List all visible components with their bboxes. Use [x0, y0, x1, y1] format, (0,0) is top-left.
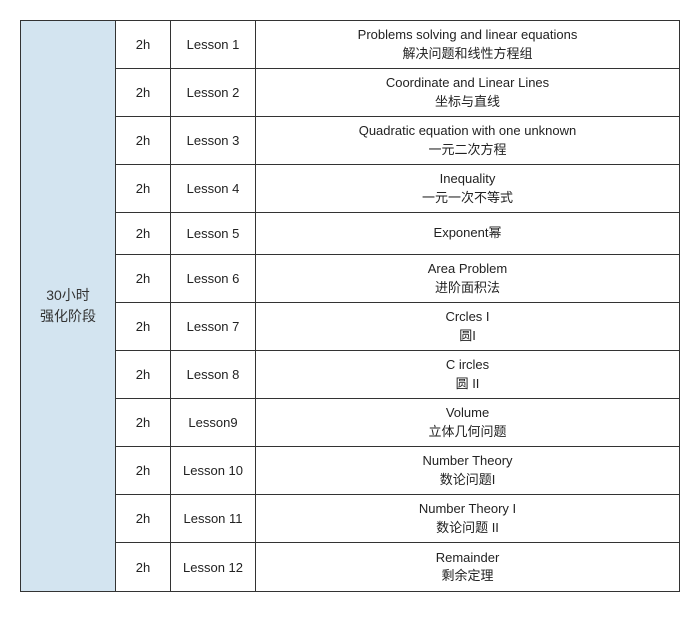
lesson-cell: Lesson 7	[171, 303, 256, 350]
topic-en: Number Theory I	[419, 500, 516, 518]
topic-zh: 一元二次方程	[428, 141, 506, 159]
duration-cell: 2h	[116, 117, 171, 164]
duration-cell: 2h	[116, 399, 171, 446]
topic-zh: 圆I	[459, 327, 476, 345]
topic-en: Quadratic equation with one unknown	[359, 122, 577, 140]
lesson-cell: Lesson 8	[171, 351, 256, 398]
stage-header: 30小时 强化阶段	[21, 21, 116, 591]
topic-cell: Remainder剩余定理	[256, 543, 679, 591]
topic-cell: Inequality一元一次不等式	[256, 165, 679, 212]
lesson-cell: Lesson 12	[171, 543, 256, 591]
table-row: 2hLesson 2Coordinate and Linear Lines坐标与…	[116, 69, 679, 117]
topic-cell: Number Theory数论问题I	[256, 447, 679, 494]
stage-line1: 30小时	[46, 285, 90, 306]
topic-zh: 进阶面积法	[435, 279, 500, 297]
table-row: 2hLesson 11Number Theory I数论问题 II	[116, 495, 679, 543]
lesson-cell: Lesson 3	[171, 117, 256, 164]
duration-cell: 2h	[116, 165, 171, 212]
duration-cell: 2h	[116, 351, 171, 398]
lesson-cell: Lesson 4	[171, 165, 256, 212]
topic-en: Coordinate and Linear Lines	[386, 74, 549, 92]
topic-en: Remainder	[436, 549, 500, 567]
duration-cell: 2h	[116, 21, 171, 68]
table-row: 2hLesson 8C ircles圆 II	[116, 351, 679, 399]
table-rows: 2hLesson 1Problems solving and linear eq…	[116, 21, 679, 591]
topic-en: Number Theory	[422, 452, 512, 470]
topic-zh: 一元一次不等式	[422, 189, 513, 207]
stage-line2: 强化阶段	[40, 306, 96, 327]
topic-en: Volume	[446, 404, 489, 422]
topic-en: Problems solving and linear equations	[358, 26, 578, 44]
duration-cell: 2h	[116, 543, 171, 591]
table-row: 2hLesson 6Area Problem进阶面积法	[116, 255, 679, 303]
table-row: 2hLesson9Volume立体几何问题	[116, 399, 679, 447]
duration-cell: 2h	[116, 255, 171, 302]
topic-en: C ircles	[446, 356, 489, 374]
lesson-cell: Lesson 6	[171, 255, 256, 302]
lesson-cell: Lesson 5	[171, 213, 256, 254]
topic-cell: Coordinate and Linear Lines坐标与直线	[256, 69, 679, 116]
topic-en: Crcles I	[445, 308, 489, 326]
topic-cell: Problems solving and linear equations解决问…	[256, 21, 679, 68]
topic-cell: C ircles圆 II	[256, 351, 679, 398]
topic-zh: 剩余定理	[441, 567, 493, 585]
duration-cell: 2h	[116, 303, 171, 350]
topic-zh: 圆 II	[456, 375, 480, 393]
lesson-cell: Lesson9	[171, 399, 256, 446]
duration-cell: 2h	[116, 495, 171, 542]
table-row: 2hLesson 12Remainder剩余定理	[116, 543, 679, 591]
topic-en: Area Problem	[428, 260, 507, 278]
topic-cell: Quadratic equation with one unknown一元二次方…	[256, 117, 679, 164]
duration-cell: 2h	[116, 447, 171, 494]
topic-zh: 数论问题I	[440, 471, 496, 489]
topic-cell: Number Theory I数论问题 II	[256, 495, 679, 542]
topic-zh: 解决问题和线性方程组	[402, 45, 532, 63]
lesson-cell: Lesson 11	[171, 495, 256, 542]
topic-zh: 数论问题 II	[436, 519, 499, 537]
table-row: 2hLesson 7Crcles I圆I	[116, 303, 679, 351]
table-row: 2hLesson 10Number Theory数论问题I	[116, 447, 679, 495]
lesson-cell: Lesson 10	[171, 447, 256, 494]
topic-en: Inequality	[440, 170, 496, 188]
topic-cell: Area Problem进阶面积法	[256, 255, 679, 302]
table-row: 2hLesson 3Quadratic equation with one un…	[116, 117, 679, 165]
duration-cell: 2h	[116, 69, 171, 116]
topic-zh: 立体几何问题	[428, 423, 506, 441]
topic-cell: Exponent幂	[256, 213, 679, 254]
curriculum-table: 30小时 强化阶段 2hLesson 1Problems solving and…	[20, 20, 680, 592]
lesson-cell: Lesson 1	[171, 21, 256, 68]
table-row: 2hLesson 4Inequality一元一次不等式	[116, 165, 679, 213]
topic-cell: Crcles I圆I	[256, 303, 679, 350]
topic-zh: 坐标与直线	[435, 93, 500, 111]
duration-cell: 2h	[116, 213, 171, 254]
topic-cell: Volume立体几何问题	[256, 399, 679, 446]
lesson-cell: Lesson 2	[171, 69, 256, 116]
table-row: 2hLesson 5 Exponent幂	[116, 213, 679, 255]
table-row: 2hLesson 1Problems solving and linear eq…	[116, 21, 679, 69]
topic-en: Exponent幂	[434, 224, 502, 242]
